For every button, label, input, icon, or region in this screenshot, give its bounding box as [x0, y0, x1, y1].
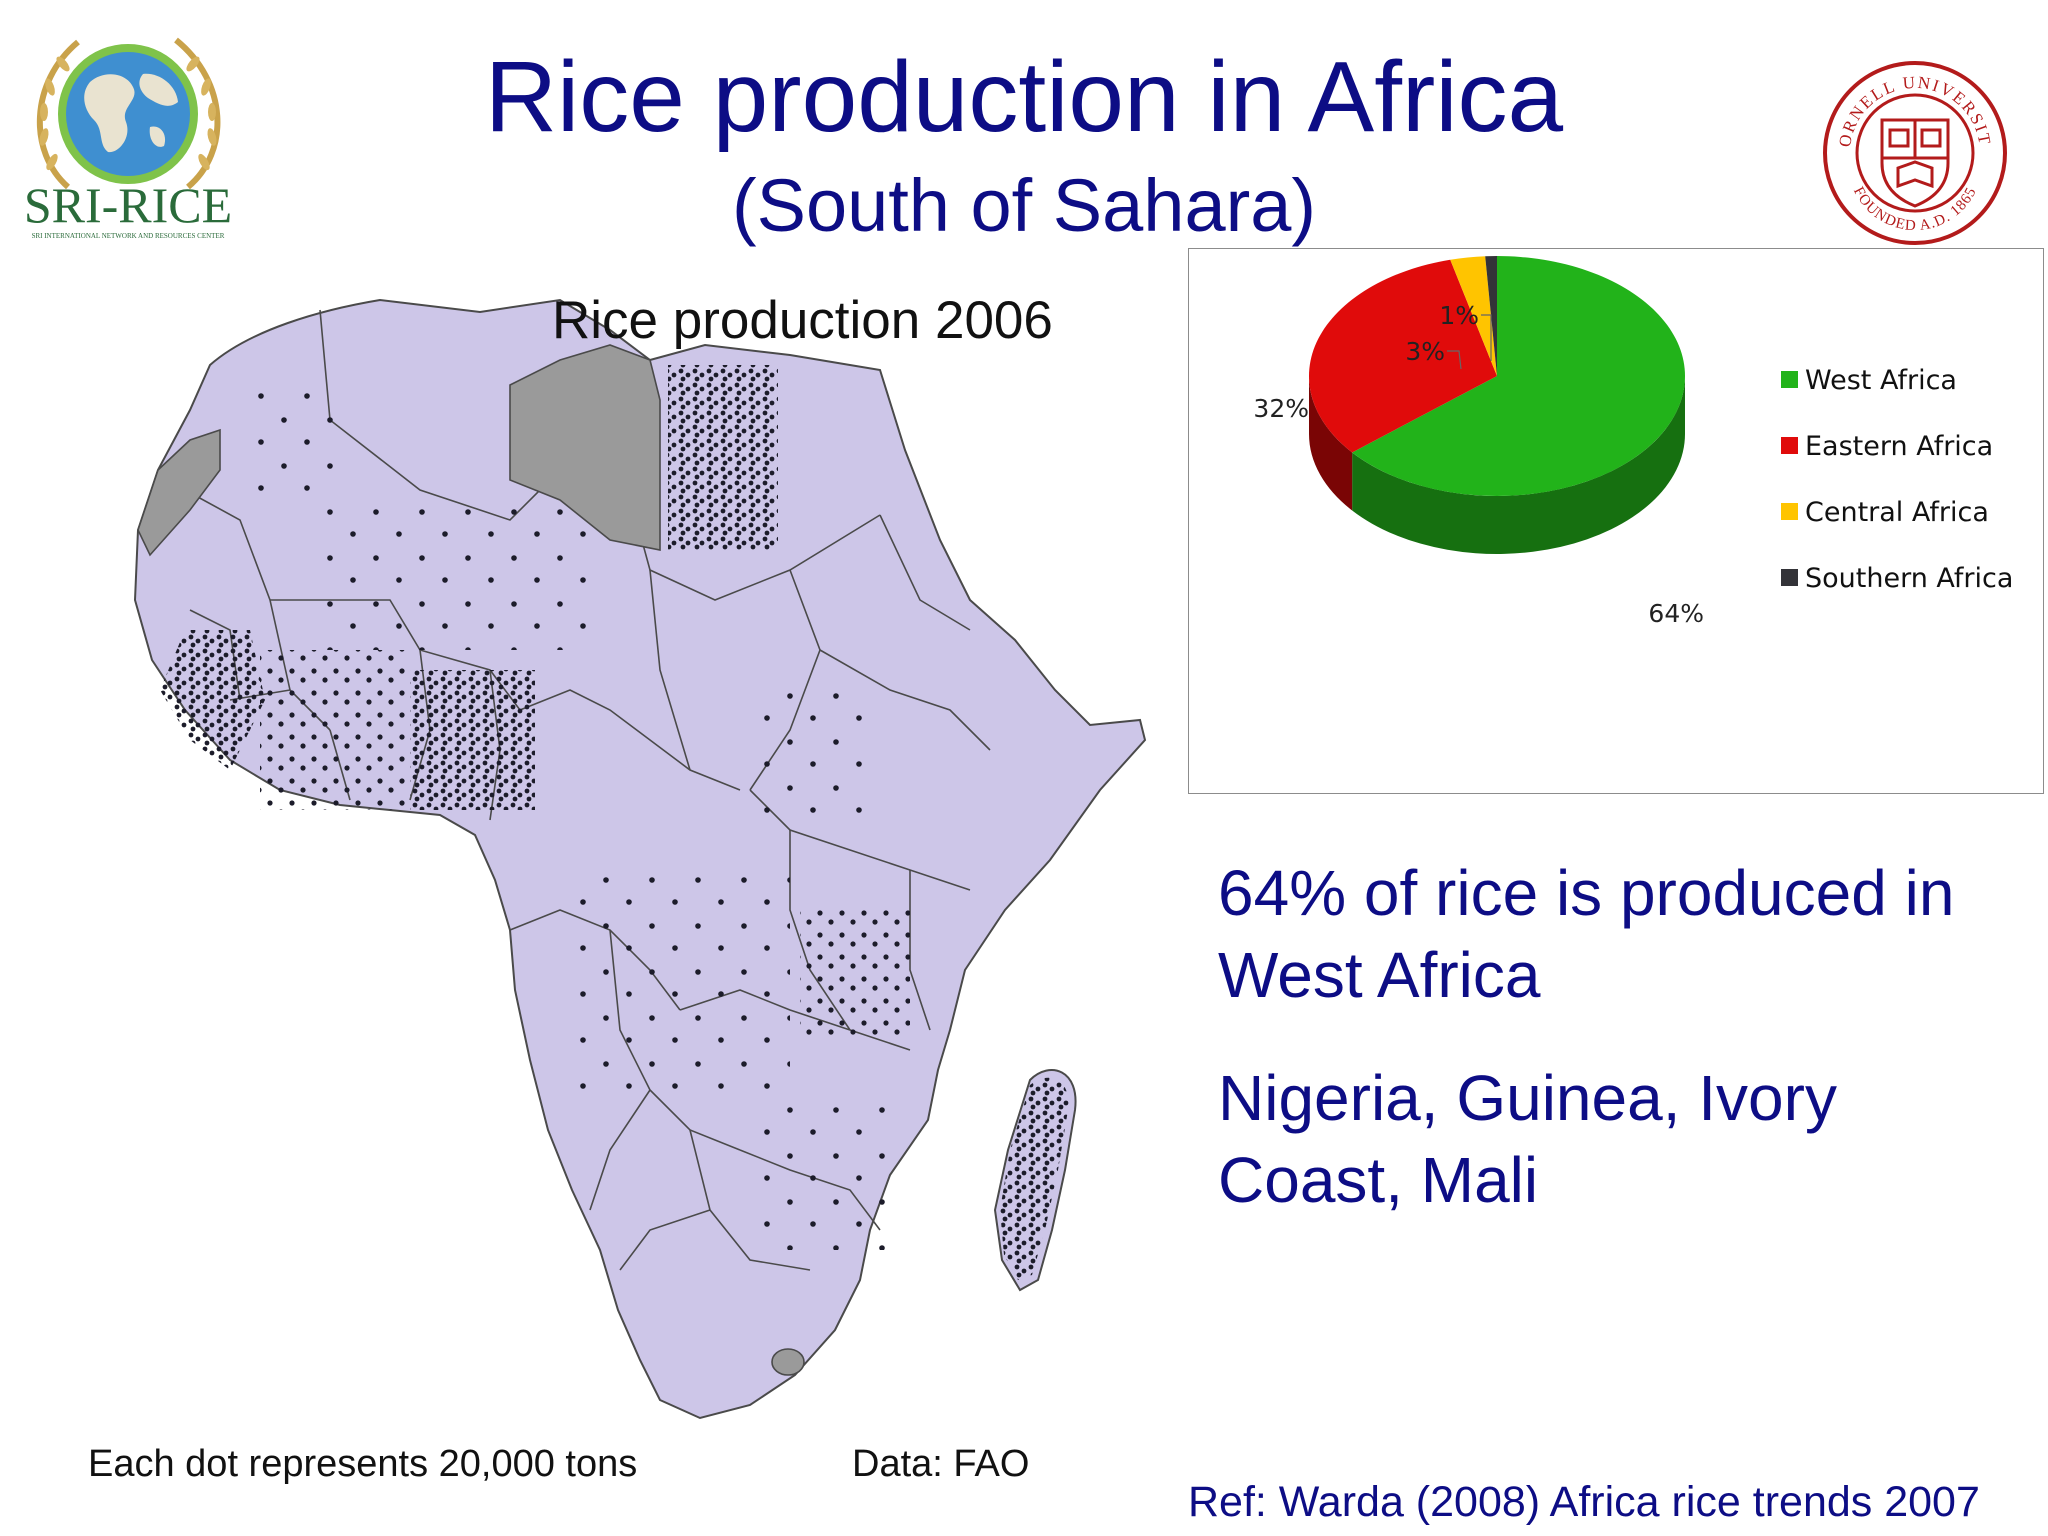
pie-label-central-africa: 3%	[1405, 337, 1445, 366]
lesotho	[771, 1348, 805, 1376]
slide-subtitle: (South of Sahara)	[731, 164, 1317, 247]
legend-swatch-southern-africa	[1781, 569, 1798, 586]
cornell-seal: CORNELL UNIVERSITY FOUNDED A.D. 1865	[1820, 58, 2007, 245]
sri-rice-tagline: SRI INTERNATIONAL NETWORK AND RESOURCES …	[32, 232, 225, 240]
pie-chart-frame: 64% 32% 3% 1% West Africa Eastern Africa Cent…	[1188, 248, 2044, 794]
legend-label-eastern-africa: Eastern Africa	[1805, 431, 1993, 462]
note-west-africa: 64% of rice is produced in West Africa	[1218, 857, 1955, 1011]
legend-swatch-central-africa	[1781, 503, 1798, 520]
dot-scale-note: Each dot represents 20,000 tons	[88, 1443, 638, 1485]
pie-legend: West Africa Eastern Africa Central Africa S…	[1781, 365, 2013, 594]
pie-label-eastern-africa: 32%	[1253, 394, 1309, 423]
excluded-countries	[137, 344, 805, 1376]
legend-label-central-africa: Central Africa	[1805, 497, 1989, 528]
pie-side-west-africa	[1352, 376, 1685, 554]
pie-label-west-africa: 64%	[1648, 599, 1704, 628]
legend-swatch-west-africa	[1781, 371, 1798, 388]
pie-sides	[1309, 376, 1685, 554]
globe-icon	[58, 44, 198, 184]
pie-slice-eastern-africa	[1309, 259, 1497, 453]
sri-rice-logo: SRI-RICE SRI INTERNATIONAL NETWORK AND R…	[24, 37, 232, 240]
pie-slice-central-africa	[1450, 256, 1497, 376]
production-dots	[160, 365, 1069, 1280]
legend-swatch-eastern-africa	[1781, 437, 1798, 454]
map-title: Rice production 2006	[552, 291, 1053, 350]
pie-slice-west-africa	[1352, 256, 1685, 496]
wreath-icon	[37, 37, 221, 190]
pie-chart: 64% 32% 3% 1% West Africa Eastern Africa Cent…	[1253, 256, 2013, 628]
slide-title: Rice production in Africa	[484, 41, 1564, 153]
africa-rice-map	[133, 298, 1147, 1420]
shield-icon	[1880, 118, 1950, 208]
pie-leader-line	[1447, 350, 1462, 370]
western-sahara	[137, 428, 221, 557]
pie-slices	[1309, 256, 1685, 496]
reference-citation: Ref: Warda (2008) Africa rice trends 200…	[1188, 1478, 1980, 1526]
pie-side-eastern-africa	[1309, 376, 1353, 511]
data-source: Data: FAO	[852, 1443, 1030, 1485]
pie-labels: 64% 32% 3% 1%	[1253, 301, 1704, 628]
note-top-countries: Nigeria, Guinea, Ivory Coast, Mali	[1218, 1062, 1837, 1216]
pie-leader-line	[1481, 314, 1492, 361]
pie-label-southern-africa: 1%	[1439, 301, 1479, 330]
libya	[509, 344, 661, 551]
sri-rice-name: SRI-RICE	[24, 177, 232, 233]
legend-label-west-africa: West Africa	[1805, 365, 1957, 396]
legend-label-southern-africa: Southern Africa	[1805, 563, 2013, 594]
